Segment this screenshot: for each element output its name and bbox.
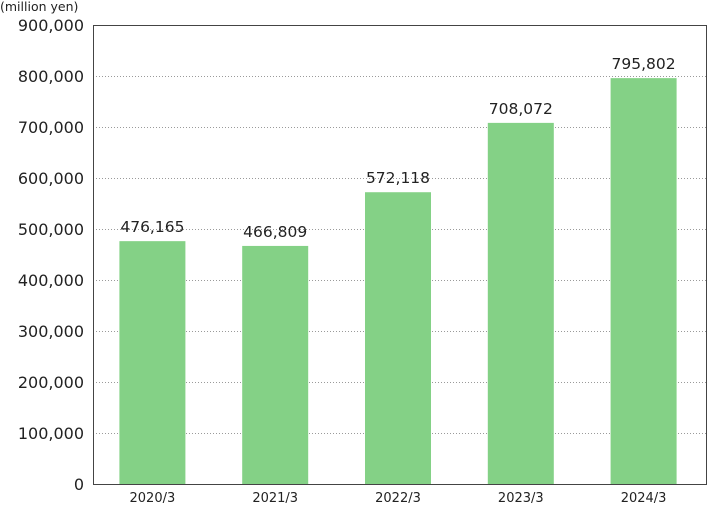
y-tick-label: 0 xyxy=(74,475,84,494)
data-label: 466,809 xyxy=(243,223,307,241)
bar xyxy=(610,78,677,484)
x-tick-label: 2020/3 xyxy=(130,491,176,505)
y-tick-label: 900,000 xyxy=(18,16,84,35)
grid-lines xyxy=(93,76,707,434)
bar xyxy=(365,192,431,484)
x-tick-label: 2023/3 xyxy=(498,491,544,505)
unit-label: (million yen) xyxy=(0,0,78,14)
y-tick-label: 200,000 xyxy=(18,373,84,392)
bar xyxy=(242,245,309,484)
x-tick-label: 2022/3 xyxy=(375,491,421,505)
plot-frame xyxy=(93,25,707,485)
data-label: 795,802 xyxy=(612,55,676,73)
data-labels: 476,165 466,809 572,118 708,072 795,802 xyxy=(120,55,675,241)
y-tick-label: 100,000 xyxy=(18,424,84,443)
y-axis-ticks: 0 100,000 200,000 300,000 400,000 500,000 600,… xyxy=(18,16,84,494)
y-tick-label: 700,000 xyxy=(18,118,84,137)
x-tick-label: 2024/3 xyxy=(621,491,667,505)
y-tick-label: 500,000 xyxy=(18,220,84,239)
y-tick-label: 300,000 xyxy=(18,322,84,341)
x-axis-ticks: 2020/3 2021/3 2022/3 2023/3 2024/3 xyxy=(130,491,667,505)
data-label: 572,118 xyxy=(366,169,430,187)
x-tick-label: 2021/3 xyxy=(252,491,298,505)
y-tick-label: 800,000 xyxy=(18,67,84,86)
bar xyxy=(487,122,554,485)
bar xyxy=(119,241,186,484)
bars xyxy=(119,78,677,485)
y-tick-label: 600,000 xyxy=(18,169,84,188)
data-label: 708,072 xyxy=(489,100,553,118)
y-tick-label: 400,000 xyxy=(18,271,84,290)
data-label: 476,165 xyxy=(120,218,184,236)
